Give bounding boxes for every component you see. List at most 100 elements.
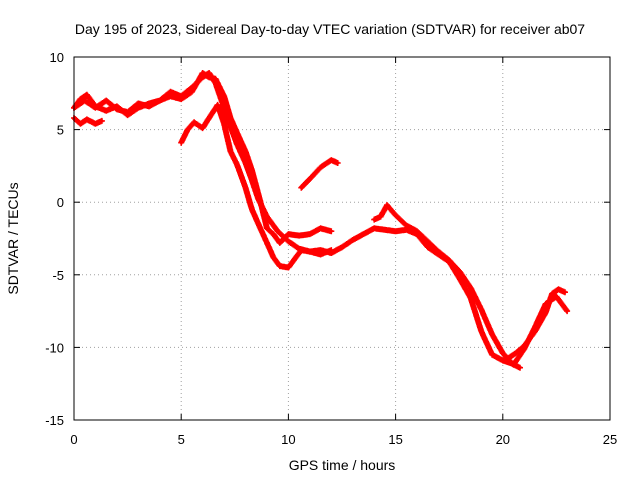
data-point: [501, 351, 505, 355]
data-point: [85, 93, 89, 97]
data-point: [192, 120, 196, 124]
data-point: [479, 308, 483, 312]
data-point: [244, 149, 248, 153]
y-tick-label: -5: [52, 268, 64, 283]
data-point: [78, 122, 82, 126]
data-point: [518, 366, 522, 370]
data-point: [93, 122, 97, 126]
data-point: [308, 250, 312, 254]
data-point: [265, 241, 269, 245]
data-points: [71, 70, 571, 371]
data-point: [509, 361, 513, 365]
x-axis-label: GPS time / hours: [289, 457, 396, 473]
data-point: [379, 215, 383, 219]
data-point: [479, 329, 483, 333]
data-point: [501, 358, 505, 362]
data-point: [244, 161, 248, 165]
data-point: [336, 161, 340, 165]
data-point: [115, 104, 119, 108]
data-point: [299, 248, 303, 252]
data-point: [385, 203, 389, 207]
data-point: [214, 81, 218, 85]
data-point: [522, 347, 526, 351]
data-point: [563, 290, 567, 294]
data-point: [329, 158, 333, 162]
data-point: [222, 122, 226, 126]
data-point: [222, 94, 226, 98]
data-point: [297, 234, 301, 238]
data-point: [319, 226, 323, 230]
data-point: [265, 215, 269, 219]
x-tick-label: 20: [496, 432, 510, 447]
x-tick-label: 15: [388, 432, 402, 447]
data-point: [340, 245, 344, 249]
data-point: [319, 252, 323, 256]
data-point: [372, 226, 376, 230]
data-point: [447, 258, 451, 262]
y-tick-label: 10: [50, 50, 64, 65]
data-point: [490, 332, 494, 336]
data-point: [235, 142, 239, 146]
data-point: [514, 351, 518, 355]
data-point: [250, 178, 254, 182]
data-point: [222, 106, 226, 110]
axis-ticks: 0 5 10 15 20 25 -15 -10 -5 0 5 10: [45, 50, 617, 447]
data-point: [319, 165, 323, 169]
data-point: [235, 131, 239, 135]
data-point: [383, 228, 387, 232]
data-point: [100, 119, 104, 123]
data-point: [256, 197, 260, 201]
data-point: [469, 286, 473, 290]
data-point: [271, 232, 275, 236]
y-tick-label: -10: [45, 340, 64, 355]
data-point: [436, 250, 440, 254]
data-point: [469, 296, 473, 300]
data-point: [415, 229, 419, 233]
series-track-4: [178, 101, 335, 271]
data-point: [168, 90, 172, 94]
data-point: [490, 353, 494, 357]
data-point: [394, 213, 398, 217]
data-point: [136, 106, 140, 110]
data-point: [286, 232, 290, 236]
data-point: [78, 97, 82, 101]
data-point: [235, 162, 239, 166]
data-point: [557, 287, 561, 291]
data-point: [136, 101, 140, 105]
y-tick-label: -15: [45, 413, 64, 428]
data-point: [361, 232, 365, 236]
data-point: [293, 257, 297, 261]
data-point: [201, 126, 205, 130]
data-point: [394, 229, 398, 233]
data-point: [426, 245, 430, 249]
data-point: [278, 241, 282, 245]
data-point: [372, 218, 376, 222]
chart-title: Day 195 of 2023, Sidereal Day-to-day VTE…: [75, 21, 585, 37]
data-point: [533, 325, 537, 329]
data-point: [565, 309, 569, 313]
data-point: [126, 113, 130, 117]
data-point: [186, 128, 190, 132]
data-point: [351, 238, 355, 242]
data-point: [93, 104, 97, 108]
x-tick-label: 0: [70, 432, 77, 447]
data-point: [104, 99, 108, 103]
data-point: [201, 75, 205, 79]
data-point: [179, 94, 183, 98]
x-tick-label: 10: [281, 432, 295, 447]
data-point: [319, 248, 323, 252]
data-point: [278, 264, 282, 268]
data-point: [286, 239, 290, 243]
data-point: [286, 266, 290, 270]
data-point: [299, 186, 303, 190]
x-tick-label: 5: [178, 432, 185, 447]
data-point: [329, 229, 333, 233]
data-point: [229, 125, 233, 129]
data-point: [250, 207, 254, 211]
data-point: [207, 71, 211, 75]
data-point: [271, 255, 275, 259]
series-track-8: [499, 357, 523, 371]
data-point: [276, 229, 280, 233]
data-point: [550, 292, 554, 296]
